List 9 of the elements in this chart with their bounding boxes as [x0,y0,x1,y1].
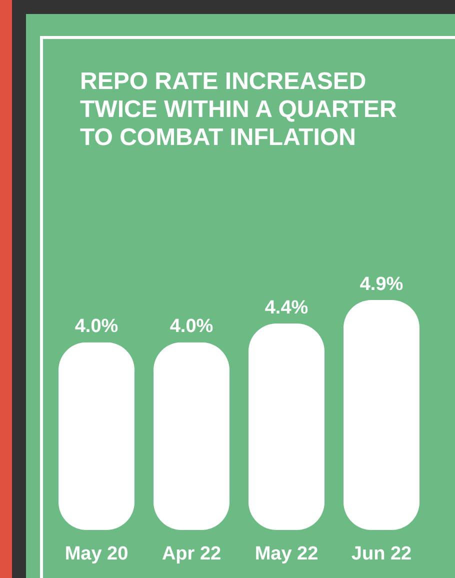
data-label: 4.0% [170,316,214,338]
chart-title: REPO RATE INCREASED TWICE WITHIN A QUARTER TO COMBAT INFLATION [80,68,398,152]
x-tick-label: Apr 22 [162,544,222,564]
data-label: 4.0% [74,316,118,338]
data-label: 4.4% [264,297,308,318]
data-label: 4.9% [360,274,404,295]
x-tick-label: May 20 [64,544,128,564]
x-tick-label: Jun 22 [351,544,412,564]
x-tick-label: May 22 [254,544,318,564]
